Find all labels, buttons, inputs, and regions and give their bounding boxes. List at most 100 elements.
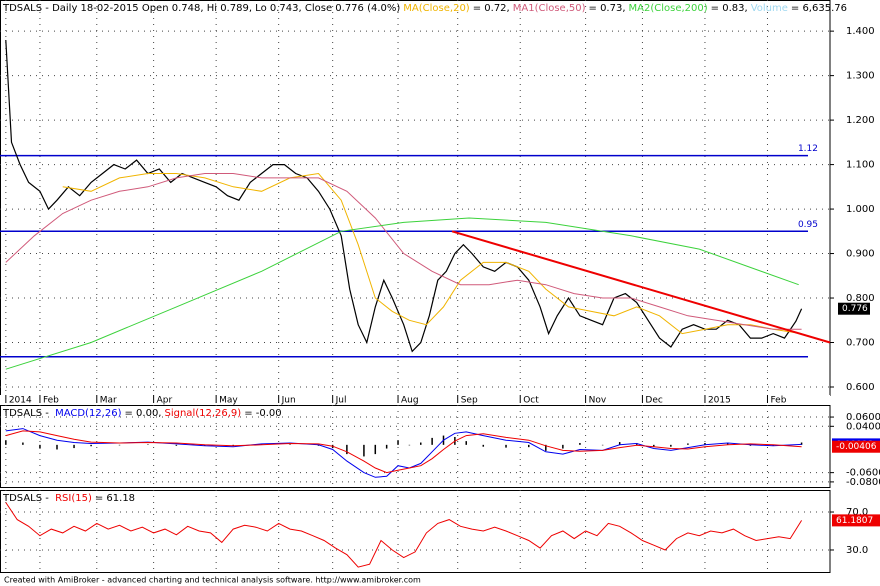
pane-frame [0, 490, 831, 573]
histogram-bar [73, 444, 75, 449]
histogram-bar [346, 444, 348, 455]
histogram-bar [653, 444, 655, 447]
last-value-box [832, 514, 880, 527]
series-line [5, 39, 803, 353]
last-value-label: 0.776 [842, 304, 868, 314]
horizontal-line-label: 1.12 [798, 144, 818, 154]
x-tick-label: Feb [43, 396, 59, 406]
histogram-bar [22, 442, 24, 445]
histogram-bar [420, 442, 422, 445]
histogram-bar [175, 444, 178, 446]
last-value-label: -0.00406 [836, 442, 877, 452]
pane-title: TDSALS - RSI(15) = 61.18 [2, 493, 135, 504]
horizontal-line-label: 0.95 [798, 220, 818, 230]
x-tick-label: Feb [770, 396, 786, 406]
legend-name: Signal(12,26,9) [165, 408, 242, 419]
histogram-bar [397, 440, 399, 445]
series-line [62, 172, 802, 335]
histogram-bar [670, 444, 672, 447]
legend-value: = 0.83, [711, 3, 748, 14]
histogram-bar [39, 444, 41, 449]
last-value-label: 61.1807 [836, 516, 873, 526]
pane-title: TDSALS - Daily 18-02-2015 Open 0.748, Hi… [2, 3, 847, 14]
y-tick-label: -0.0800 [846, 477, 880, 488]
x-tick-label: Jun [281, 396, 296, 406]
histogram-bar [545, 444, 547, 451]
x-axis-band [0, 395, 830, 405]
legend-name: MA2(Close,200) [629, 3, 708, 14]
x-tick-label: Oct [523, 396, 539, 406]
legend-name: MA1(Close,50) [513, 3, 586, 14]
legend-value: = 0.73, [589, 3, 626, 14]
y-tick-label: 1.100 [846, 160, 875, 171]
y-tick-label: 1.400 [846, 26, 875, 37]
legend-value: = 61.18 [95, 493, 135, 504]
histogram-bar [408, 444, 411, 446]
x-tick-label: May [219, 396, 238, 406]
y-tick-label: 70.0 [846, 507, 868, 518]
histogram-bar [687, 443, 689, 445]
histogram-bar [528, 444, 530, 448]
histogram-bar [601, 444, 604, 446]
histogram-bar [579, 442, 581, 445]
histogram-bar [90, 444, 92, 447]
legend-name: MA(Close,20) [403, 3, 470, 14]
x-tick-label: Nov [589, 396, 607, 406]
title-text: TDSALS - Daily 18-02-2015 Open 0.748, Hi… [2, 3, 400, 14]
pane-title: TDSALS - MACD(12,26) = 0.00, Signal(12,26,… [2, 408, 282, 419]
legend-name: MACD(12,26) [55, 408, 122, 419]
histogram-bar [482, 444, 485, 447]
legend-value: = 0.72, [473, 3, 510, 14]
x-tick-label: Sep [461, 396, 478, 406]
x-tick-label: Apr [157, 396, 173, 406]
last-value-box [832, 440, 880, 453]
histogram-bar [363, 444, 365, 457]
y-tick-label: 0.700 [846, 338, 875, 349]
histogram-bar [749, 444, 752, 446]
x-tick-label: Jul [335, 396, 347, 406]
pane-frame [0, 405, 831, 488]
histogram-bar [5, 440, 7, 445]
footer: Created with AmiBroker - advanced charti… [4, 576, 421, 585]
histogram-bar [385, 444, 388, 449]
histogram-bar [147, 444, 149, 445]
series-line [5, 217, 799, 370]
legend-value: = -0.00 [244, 408, 281, 419]
x-tick-label: Mar [100, 396, 117, 406]
x-tick-label: Aug [401, 396, 419, 406]
series-line [5, 502, 803, 568]
histogram-bar [505, 444, 507, 448]
y-tick-label: 1.200 [846, 115, 875, 126]
x-tick-label: 2015 [708, 396, 731, 406]
y-tick-label: 0.0400 [846, 421, 880, 432]
y-tick-label: 0.600 [846, 382, 875, 393]
legend-name: RSI(15) [55, 493, 92, 504]
title-text: TDSALS - [2, 493, 52, 504]
series-line [5, 430, 802, 474]
x-tick-label: Dec [645, 396, 662, 406]
histogram-bar [118, 444, 121, 446]
histogram-bar [800, 442, 803, 445]
histogram-bar [618, 442, 621, 445]
y-tick-label: 0.0600 [846, 412, 880, 423]
histogram-bar [374, 444, 377, 455]
legend-value: = 0.00, [124, 408, 161, 419]
histogram-bar [289, 444, 291, 445]
y-tick-label: 1.300 [846, 71, 875, 82]
histogram-bar [726, 442, 729, 445]
y-tick-label: 0.900 [846, 249, 875, 260]
last-value-box [838, 302, 870, 315]
y-tick-label: 0.800 [846, 293, 875, 304]
histogram-bar [704, 442, 706, 445]
histogram-bar [465, 441, 467, 445]
series-line [5, 173, 802, 330]
title-text: TDSALS - [2, 408, 52, 419]
y-tick-label: -0.0600 [846, 468, 880, 479]
volume-label: Volume [751, 3, 788, 14]
x-tick-label: 2014 [9, 396, 32, 406]
histogram-bar [562, 444, 564, 449]
y-tick-label: 1.000 [846, 204, 875, 215]
y-tick-label: 30.0 [846, 545, 868, 556]
